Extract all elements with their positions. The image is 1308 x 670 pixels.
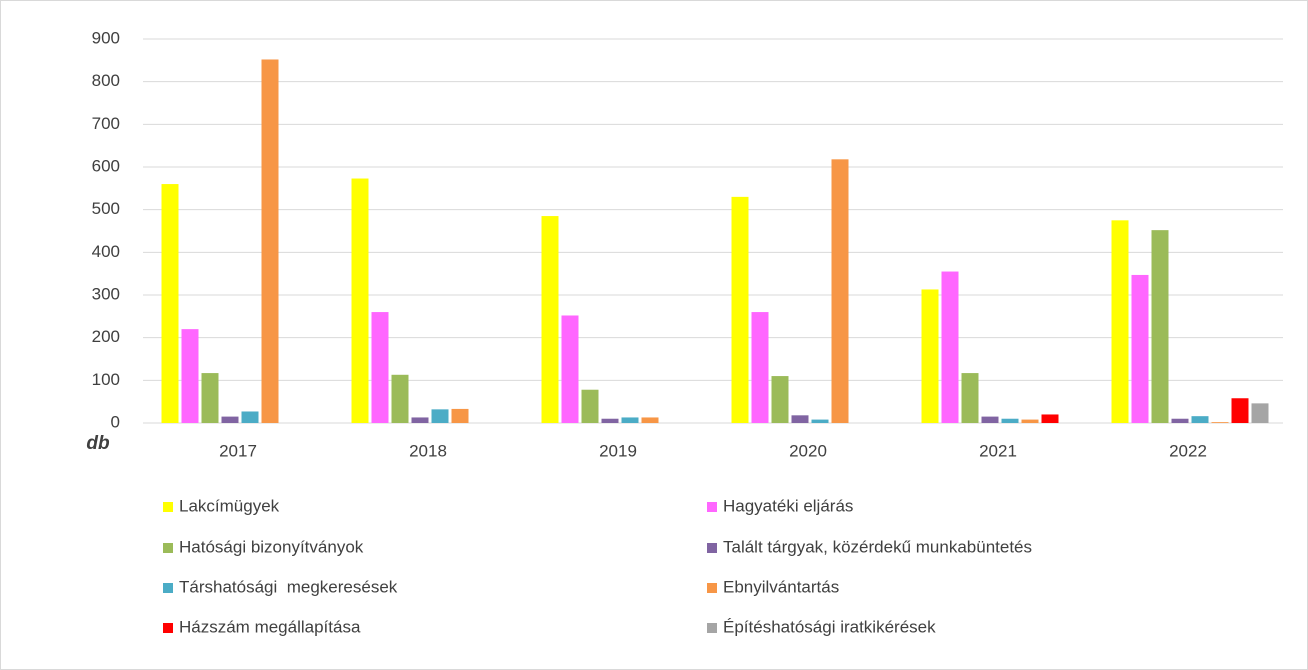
legend-label: Lakcímügyek xyxy=(179,496,280,515)
y-tick-label: 0 xyxy=(111,412,120,431)
bar xyxy=(1111,220,1129,423)
bar xyxy=(751,312,769,423)
bar xyxy=(431,409,449,423)
bar xyxy=(371,312,389,423)
bar xyxy=(771,376,789,423)
legend-swatch xyxy=(707,502,717,512)
legend-swatch xyxy=(163,543,173,553)
bar xyxy=(641,417,659,423)
legend-label: Hagyatéki eljárás xyxy=(723,496,853,515)
y-tick-label: 500 xyxy=(92,199,120,218)
bar xyxy=(1041,414,1059,423)
y-tick-label: 800 xyxy=(92,71,120,90)
y-tick-label: 900 xyxy=(92,28,120,47)
y-tick-label: 100 xyxy=(92,370,120,389)
legend-label: Ebnyilvántartás xyxy=(723,577,839,596)
bar xyxy=(621,417,639,423)
bar xyxy=(351,178,369,423)
bar xyxy=(1151,230,1169,423)
bar xyxy=(261,59,279,423)
bar xyxy=(391,374,409,423)
legend-label: Társhatósági megkeresések xyxy=(179,577,398,596)
y-tick-label: 600 xyxy=(92,156,120,175)
legend-swatch xyxy=(707,583,717,593)
bar xyxy=(921,289,939,423)
x-tick-label: 2020 xyxy=(789,441,827,460)
bar xyxy=(161,184,179,423)
x-tick-label: 2019 xyxy=(599,441,637,460)
bar xyxy=(731,196,749,423)
legend-swatch xyxy=(163,502,173,512)
bar xyxy=(1231,398,1249,423)
bar xyxy=(1131,274,1149,423)
x-tick-label: 2018 xyxy=(409,441,447,460)
bar xyxy=(221,416,239,423)
bar xyxy=(1171,418,1189,423)
bar xyxy=(1211,422,1229,423)
bar xyxy=(201,373,219,423)
bar xyxy=(581,389,599,423)
bar xyxy=(561,315,579,423)
legend-swatch xyxy=(707,623,717,633)
bar xyxy=(601,418,619,423)
bar xyxy=(831,159,849,423)
bar xyxy=(981,416,999,423)
y-unit-label: db xyxy=(86,433,110,454)
legend-swatch xyxy=(707,543,717,553)
bar xyxy=(451,408,469,423)
bar xyxy=(411,417,429,423)
x-tick-label: 2017 xyxy=(219,441,257,460)
bar xyxy=(181,329,199,423)
bar xyxy=(961,373,979,423)
bar xyxy=(791,415,809,423)
bar xyxy=(811,419,829,423)
y-tick-label: 200 xyxy=(92,327,120,346)
x-tick-label: 2022 xyxy=(1169,441,1207,460)
bar xyxy=(1251,403,1269,423)
x-tick-label: 2021 xyxy=(979,441,1017,460)
bar xyxy=(1001,418,1019,423)
bar xyxy=(541,216,559,423)
y-tick-label: 700 xyxy=(92,114,120,133)
y-tick-label: 300 xyxy=(92,284,120,303)
legend-swatch xyxy=(163,623,173,633)
bar xyxy=(941,271,959,423)
y-tick-label: 400 xyxy=(92,242,120,261)
legend-label: Építéshatósági iratkikérések xyxy=(723,617,936,636)
bar xyxy=(1191,416,1209,423)
bar xyxy=(1021,419,1039,423)
legend-label: Talált tárgyak, közérdekű munkabüntetés xyxy=(723,537,1032,556)
bar xyxy=(241,411,259,423)
legend-swatch xyxy=(163,583,173,593)
legend-label: Házszám megállapítása xyxy=(179,617,361,636)
legend-label: Hatósági bizonyítványok xyxy=(179,537,364,556)
